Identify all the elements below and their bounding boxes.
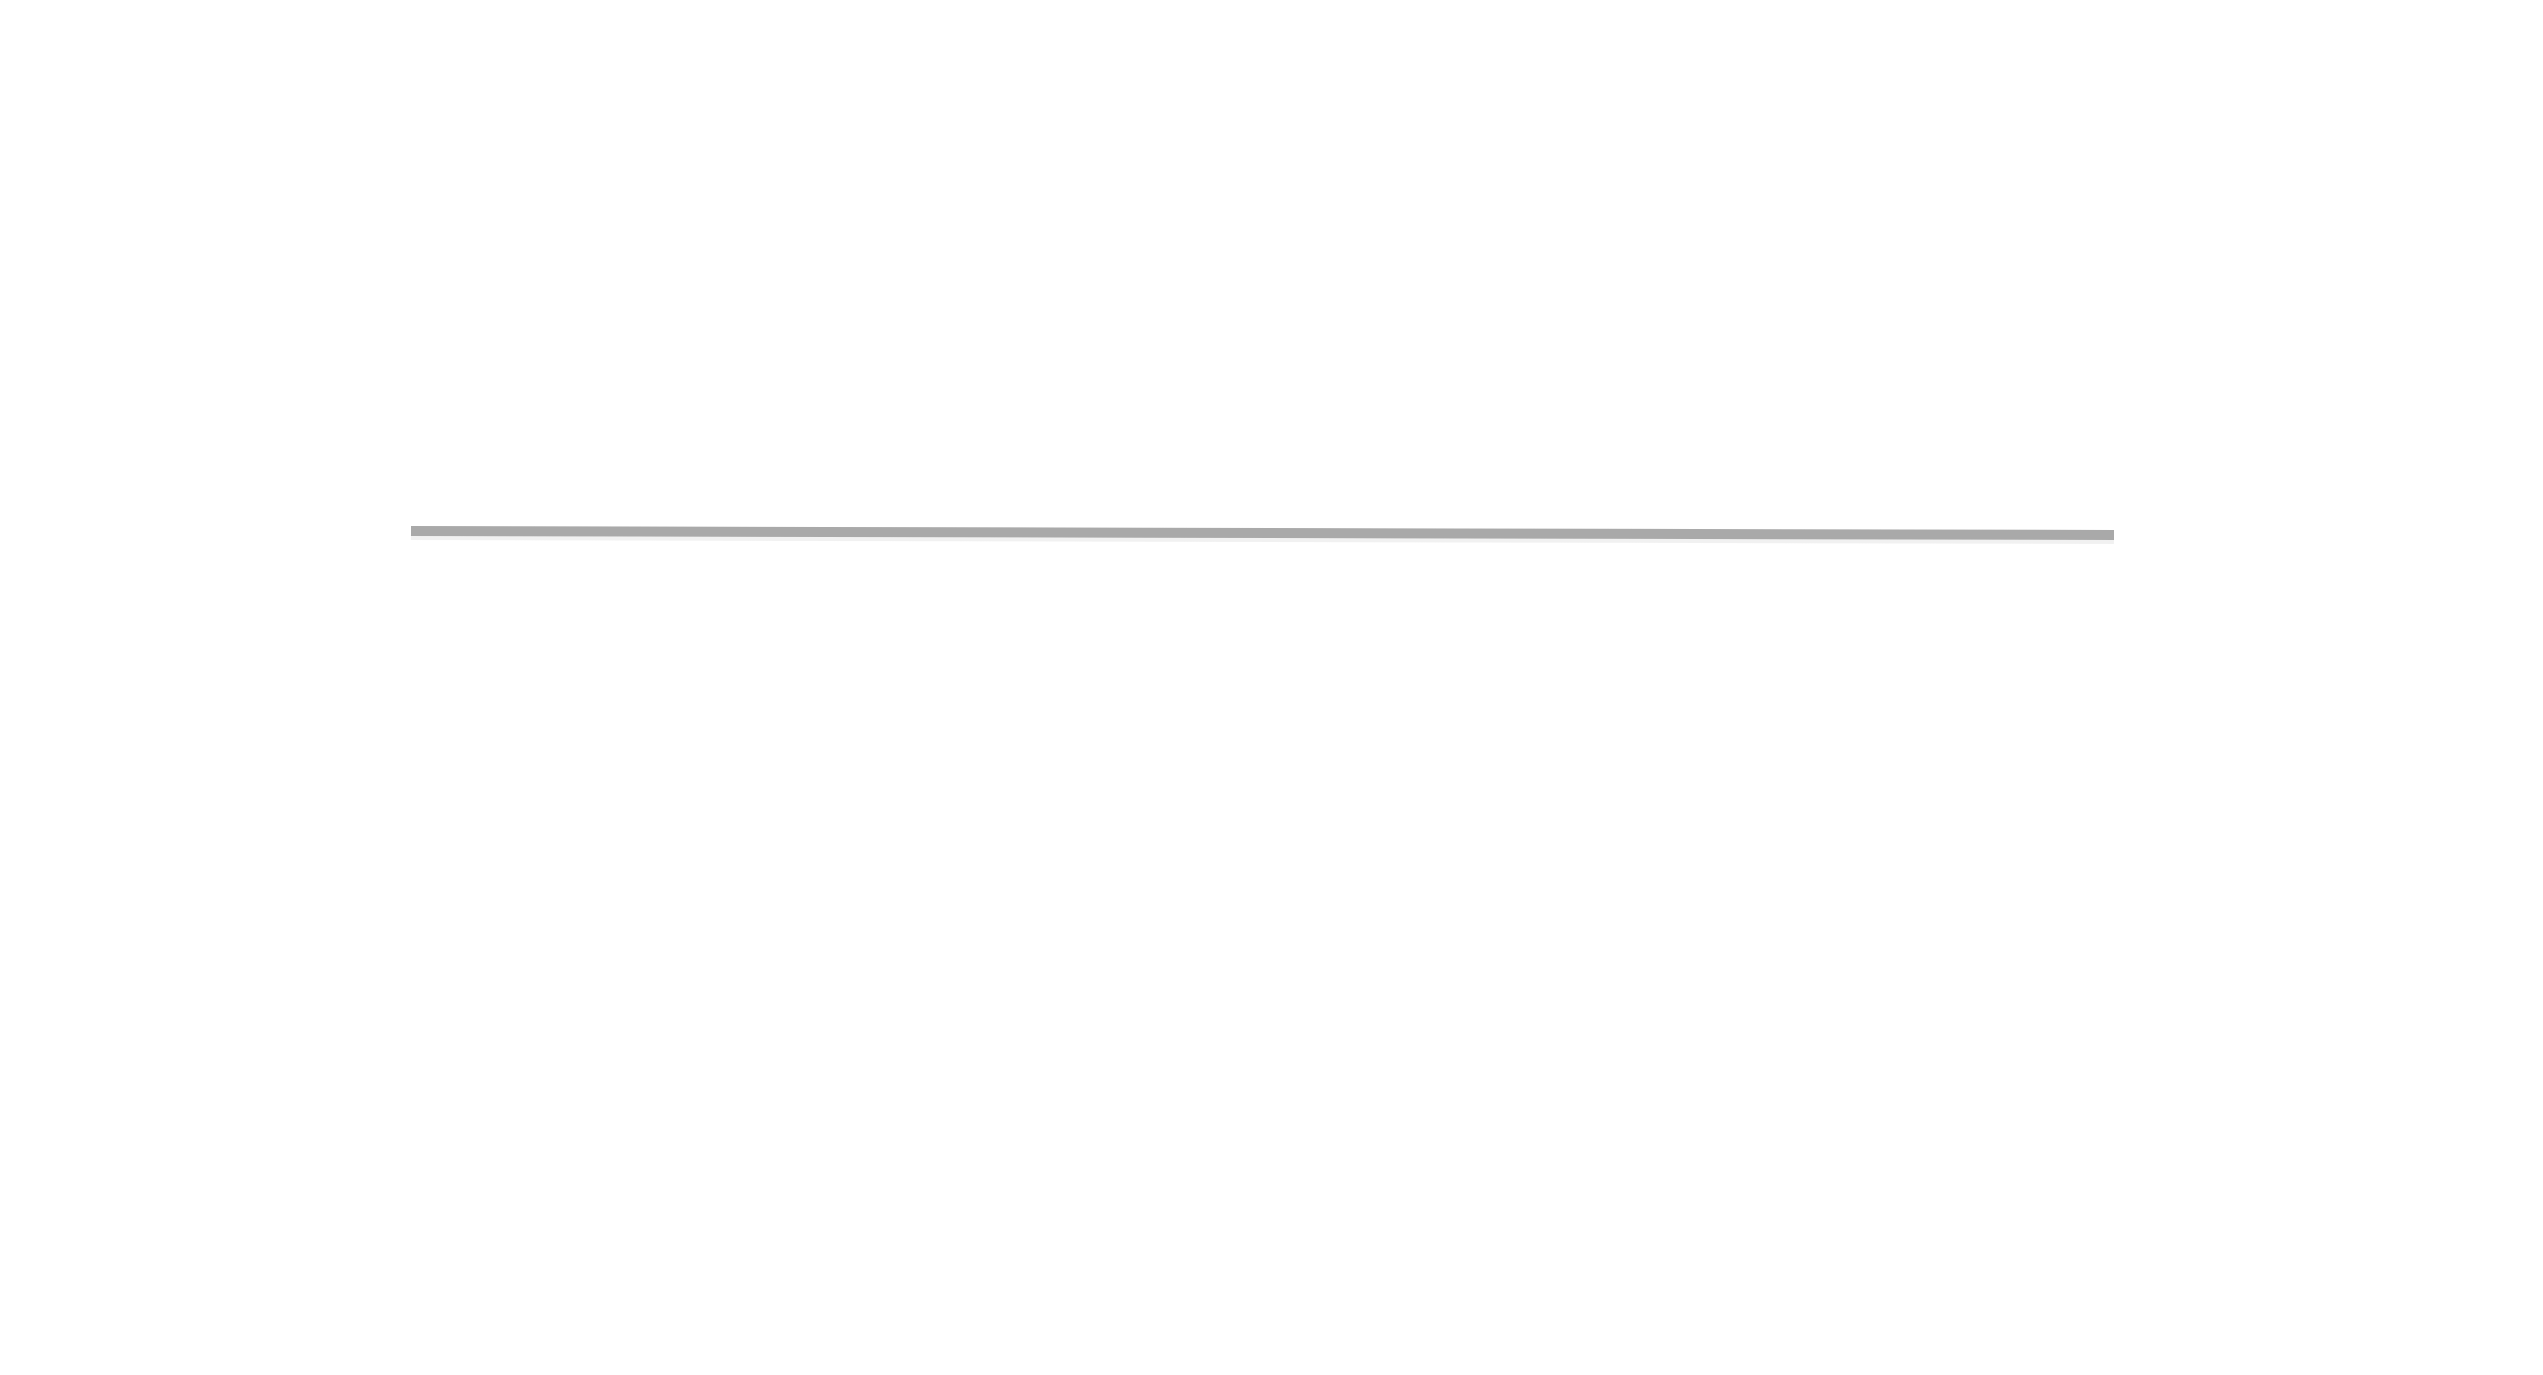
horizontal-line — [410, 526, 2115, 540]
